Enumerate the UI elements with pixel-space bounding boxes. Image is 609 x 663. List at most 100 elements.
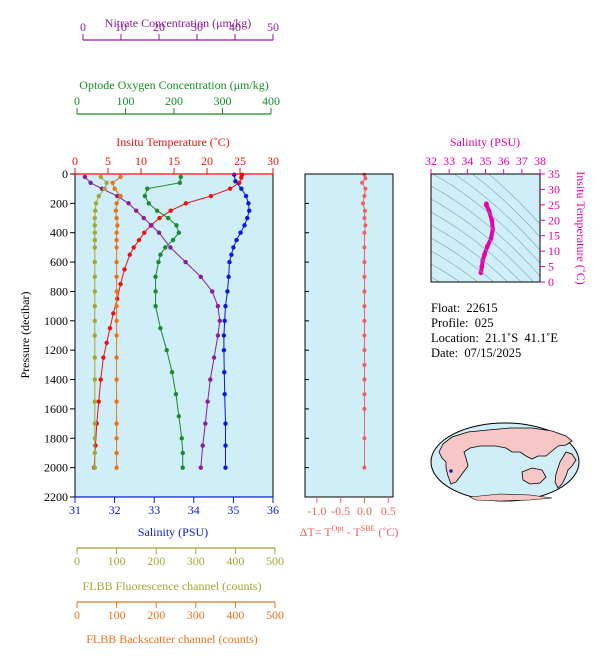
- main-plot-series: [82, 172, 252, 470]
- nitrate-axis-tick-label: 40: [229, 20, 241, 34]
- backscatter-axis-tick-label: 200: [147, 608, 165, 622]
- ts-plot-background: [431, 174, 540, 282]
- temperature-axis-tick-label: 20: [201, 154, 213, 168]
- delta-t-plot-frame: [304, 173, 394, 498]
- delta-t-point: [362, 362, 367, 367]
- delta-t-series: [360, 172, 368, 470]
- salinity-point: [229, 252, 234, 257]
- backscatter-point: [114, 259, 119, 265]
- nitrate-point: [208, 377, 213, 382]
- backscatter-point: [114, 436, 119, 441]
- delta-t-point: [362, 304, 367, 309]
- delta-t-point: [363, 186, 368, 191]
- backscatter-point: [114, 201, 119, 206]
- nitrate-point: [82, 174, 88, 180]
- oxygen-point: [158, 325, 163, 331]
- temperature-point: [101, 355, 106, 360]
- nitrate-axis-tick-label: 0: [80, 20, 86, 34]
- backscatter-point: [114, 289, 119, 294]
- salinity-point: [239, 186, 244, 191]
- delta-t-tick-label: -1.0: [307, 504, 326, 518]
- backscatter-point: [114, 318, 119, 324]
- fluorescence-point: [92, 245, 98, 250]
- fluorescence-point: [92, 377, 98, 382]
- delta-t-tick-label: 0.5: [381, 504, 396, 518]
- backscatter-axis-tick-label: 300: [187, 608, 205, 622]
- backscatter-point: [114, 333, 119, 338]
- oxygen-point: [146, 201, 151, 206]
- delta-t-tick-label: -0.5: [331, 504, 350, 518]
- nitrate-point: [168, 245, 173, 250]
- main-plot-axes: 0200400600800100012001400160018002000220…: [44, 20, 284, 622]
- delta-t-tick-label: 0.0: [357, 504, 372, 518]
- oxygen-point: [176, 230, 182, 235]
- salinity-point: [242, 223, 247, 228]
- backscatter-point: [114, 215, 119, 221]
- density-contour: [431, 224, 509, 282]
- delta-t-point: [361, 201, 366, 206]
- backscatter-axis-tick-label: 0: [74, 608, 80, 622]
- ts-salinity-tick-label: 35: [480, 154, 492, 168]
- float-location-marker: [449, 469, 453, 473]
- delta-t-point: [362, 392, 367, 397]
- ts-salinity-tick-label: 37: [516, 154, 528, 168]
- nitrate-profile-line: [84, 176, 221, 468]
- oxygen-point: [145, 186, 150, 191]
- nitrate-axis-tick-label: 20: [153, 20, 165, 34]
- fluorescence-point: [92, 318, 98, 324]
- ts-point: [489, 217, 495, 223]
- temperature-axis-tick-label: 0: [72, 154, 78, 168]
- backscatter-point: [114, 230, 119, 235]
- fluorescence-point: [92, 230, 98, 235]
- fluorescence-point: [92, 274, 98, 279]
- backscatter-point: [114, 421, 119, 426]
- temperature-point: [107, 325, 113, 331]
- salinity-point: [234, 237, 239, 243]
- nitrate-point: [134, 208, 139, 213]
- temperature-axis-tick-label: 15: [168, 154, 180, 168]
- oxygen-point: [179, 436, 184, 441]
- ts-temperature-tick-label: 20: [548, 213, 560, 227]
- oxygen-point: [142, 193, 148, 199]
- density-contour: [453, 174, 540, 251]
- ts-point: [482, 251, 487, 257]
- nitrate-point: [183, 259, 188, 265]
- ts-salinity-tick-label: 34: [461, 154, 473, 168]
- nitrate-point: [217, 318, 222, 324]
- pressure-tick-label: 1000: [44, 314, 68, 328]
- ts-salinity-axis-label: Salinity (PSU): [450, 135, 520, 149]
- ts-salinity-tick-label: 33: [443, 154, 455, 168]
- fluorescence-point: [92, 237, 98, 243]
- fluorescence-point: [92, 355, 98, 360]
- salinity-point: [227, 259, 232, 265]
- backscatter-point: [114, 450, 119, 456]
- backscatter-point: [115, 223, 120, 228]
- density-contour: [431, 198, 534, 282]
- fluorescence-point: [92, 333, 98, 338]
- fluorescence-point: [92, 399, 98, 404]
- temperature-point: [168, 208, 173, 213]
- ts-temperature-tick-label: 30: [548, 182, 560, 196]
- salinity-point: [231, 172, 237, 177]
- salinity-point: [221, 347, 227, 353]
- fluorescence-point: [93, 208, 98, 213]
- salinity-axis-tick-label: 33: [148, 503, 160, 517]
- salinity-axis-tick-label: 36: [267, 503, 279, 517]
- oxygen-point: [164, 347, 169, 353]
- world-map: [430, 422, 580, 502]
- salinity-point: [245, 215, 250, 221]
- fluorescence-point: [92, 421, 98, 426]
- nitrate-point: [149, 223, 154, 228]
- salinity-point: [238, 230, 243, 235]
- fluorescence-point: [93, 201, 99, 206]
- pressure-tick-label: 800: [50, 284, 68, 298]
- temperature-point: [93, 443, 98, 448]
- salinity-point: [225, 289, 230, 294]
- salinity-axis-tick-label: 35: [227, 503, 239, 517]
- backscatter-point: [114, 465, 119, 470]
- temperature-point: [118, 281, 123, 287]
- nitrate-axis-tick-label: 30: [191, 20, 203, 34]
- temperature-axis-tick-label: 5: [105, 154, 111, 168]
- nitrate-point: [156, 230, 162, 235]
